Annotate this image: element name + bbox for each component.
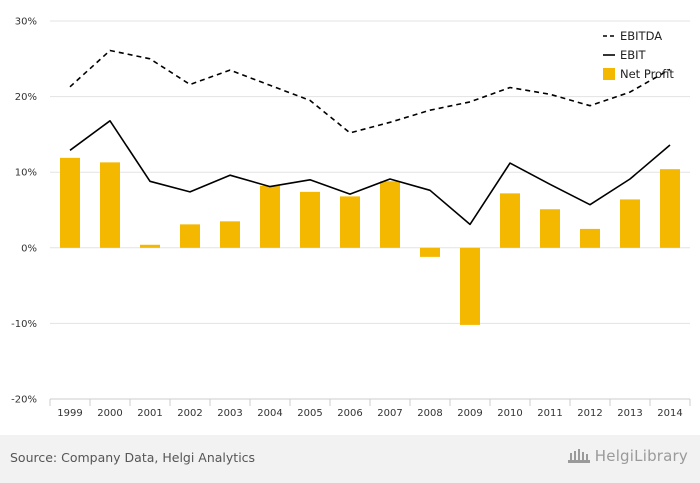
x-tick-label: 2005: [297, 408, 322, 419]
net-profit-bar: [660, 169, 680, 248]
x-tick-label: 2007: [377, 408, 402, 419]
x-tick-label: 2008: [417, 408, 442, 419]
net-profit-bar: [580, 228, 600, 248]
y-tick-label: -20%: [11, 395, 37, 406]
net-profit-bar: [220, 221, 240, 248]
x-tick-label: 2013: [617, 408, 642, 419]
x-tick-label: 2010: [497, 408, 522, 419]
chart: -20% -10% 0% 10% 20% 30% 1999 2000 2001 2002 2003…: [11, 17, 691, 419]
legend-label-ebitda: EBITDA: [620, 29, 662, 43]
y-tick-label: 0%: [21, 243, 37, 254]
source-note: Source: Company Data, Helgi Analytics: [10, 450, 256, 465]
brand-logo: HelgiLibrary: [567, 447, 688, 465]
x-tick-label: 2004: [257, 408, 282, 419]
net-profit-bar: [300, 191, 320, 248]
net-profit-bar: [340, 196, 360, 248]
x-axis-labels: 1999 2000 2001 2002 2003 2004 2005 2006 2007 2008…: [57, 408, 682, 419]
x-tick-label: 2006: [337, 408, 362, 419]
y-tick-label: -10%: [11, 319, 37, 330]
series-lines: [69, 49, 671, 226]
legend-swatch-net-profit: [603, 68, 615, 80]
net-profit-bar: [260, 185, 280, 248]
x-tick-label: 2011: [537, 408, 562, 419]
x-tick-label: 2001: [137, 408, 162, 419]
net-profit-bar: [540, 209, 560, 248]
net-profit-bar: [380, 181, 400, 248]
x-tick-label: 2002: [177, 408, 202, 419]
x-tick-label: 2012: [577, 408, 602, 419]
y-tick-label: 20%: [15, 92, 37, 103]
ebit-line: [69, 120, 671, 226]
y-tick-label: 30%: [15, 17, 37, 28]
ebitda-line: [69, 49, 671, 134]
legend-label-net-profit: Net Profit: [620, 67, 674, 81]
net-profit-bar: [500, 193, 520, 248]
x-tick-label: 1999: [57, 408, 82, 419]
x-tick-label: 2000: [97, 408, 122, 419]
x-tick-label: 2009: [457, 408, 482, 419]
y-axis-labels: -20% -10% 0% 10% 20% 30%: [11, 17, 37, 406]
x-tick-label: 2003: [217, 408, 242, 419]
net-profit-bar: [460, 247, 480, 325]
net-profit-bar: [620, 199, 640, 248]
footer: Source: Company Data, Helgi Analytics He…: [0, 435, 700, 483]
legend: EBITDA EBIT Net Profit: [603, 29, 674, 81]
net-profit-bars: [60, 157, 680, 325]
library-icon: [567, 449, 590, 463]
net-profit-bar: [140, 244, 160, 248]
y-tick-label: 10%: [15, 168, 37, 179]
x-tick-label: 2014: [657, 408, 682, 419]
net-profit-bar: [420, 247, 440, 257]
net-profit-bar: [60, 157, 80, 248]
grid: [49, 20, 691, 406]
net-profit-bar: [180, 224, 200, 248]
brand-name: HelgiLibrary: [594, 447, 688, 465]
legend-label-ebit: EBIT: [620, 48, 647, 62]
net-profit-bar: [100, 162, 120, 248]
